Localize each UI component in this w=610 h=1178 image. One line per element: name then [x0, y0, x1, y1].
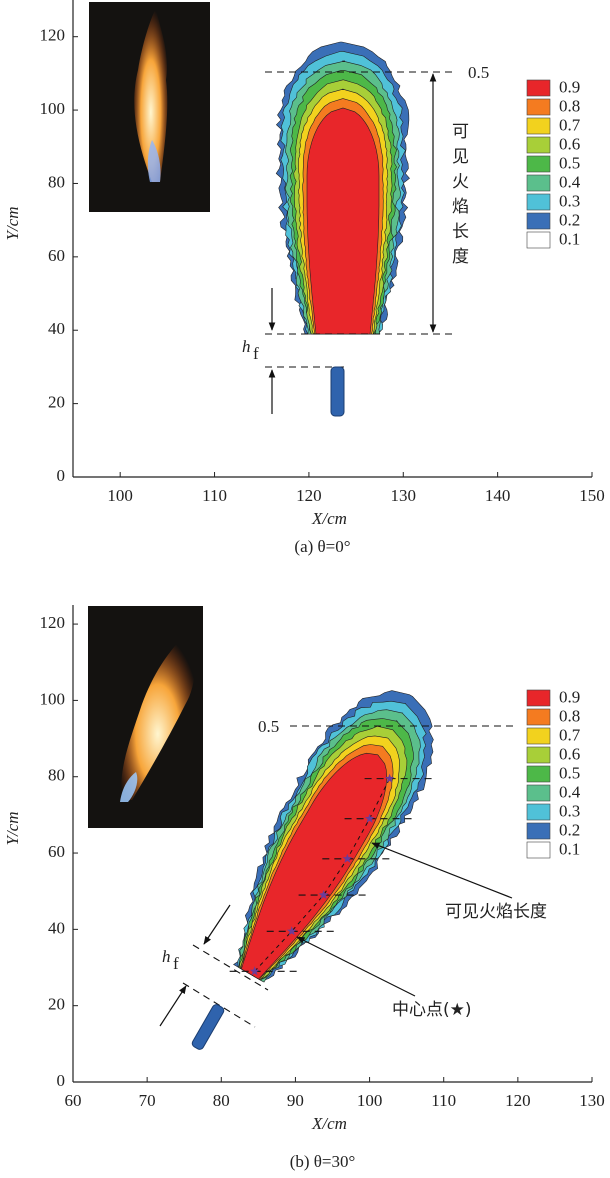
- arrow: [371, 842, 513, 899]
- colorbar-box: [526, 822, 551, 840]
- y-tick-label: 100: [40, 99, 66, 118]
- length-label: 可见火焰长度: [445, 902, 547, 922]
- x-axis-label: X/cm: [311, 509, 347, 528]
- colorbar-box: [526, 174, 551, 192]
- center-point: [318, 890, 329, 900]
- y-tick-label: 40: [48, 319, 65, 338]
- hf-subscript: f: [173, 954, 179, 973]
- x-tick-label: 130: [391, 486, 417, 505]
- contour-band: [306, 107, 380, 335]
- dashed-line: [192, 944, 269, 991]
- x-tick-label: 120: [505, 1091, 531, 1110]
- caption: (b) θ=30°: [290, 1152, 356, 1171]
- colorbar-box: [526, 784, 551, 802]
- y-tick-label: 0: [57, 1071, 66, 1090]
- colorbar-box: [526, 803, 551, 821]
- colorbar-label: 0.3: [559, 191, 580, 210]
- colorbar-box: [526, 117, 551, 135]
- y-tick-label: 120: [40, 26, 66, 45]
- hf-label: h: [242, 337, 251, 356]
- length-label: 可见火焰长度: [448, 122, 469, 272]
- center-point: [287, 926, 297, 936]
- contour-label: 0.5: [468, 63, 489, 82]
- colorbar-label: 0.5: [559, 153, 580, 172]
- x-tick-label: 90: [287, 1091, 304, 1110]
- colorbar-box: [526, 136, 551, 154]
- photo-a: [89, 2, 210, 212]
- colorbar-label: 0.7: [559, 115, 581, 134]
- x-tick-label: 110: [202, 486, 227, 505]
- colorbar-label: 0.9: [559, 77, 580, 96]
- arrow: [296, 936, 416, 997]
- colorbar-label: 0.4: [559, 172, 581, 191]
- x-tick-label: 100: [107, 486, 133, 505]
- x-tick-label: 130: [579, 1091, 605, 1110]
- colorbar-label: 0.6: [559, 134, 580, 153]
- hf-subscript: f: [253, 344, 259, 363]
- burner: [330, 366, 345, 417]
- y-tick-label: 0: [57, 466, 66, 485]
- y-tick-label: 40: [48, 918, 65, 937]
- center-point: [249, 966, 260, 976]
- colorbar-label: 0.2: [559, 210, 580, 229]
- colorbar-box: [526, 708, 551, 726]
- contour-band: [241, 752, 387, 980]
- photo-b: [88, 606, 203, 828]
- x-tick-label: 150: [579, 486, 605, 505]
- y-tick-label: 20: [48, 995, 65, 1014]
- colorbar-box: [526, 727, 551, 745]
- x-tick-label: 70: [139, 1091, 156, 1110]
- caption: (a) θ=0°: [294, 537, 350, 556]
- contour-label: 0.5: [258, 717, 279, 736]
- colorbar-box: [526, 98, 551, 116]
- x-tick-label: 60: [65, 1091, 82, 1110]
- colorbar-box: [526, 231, 551, 249]
- x-tick-label: 80: [213, 1091, 230, 1110]
- y-tick-label: 100: [40, 689, 66, 708]
- dashed-line: [182, 982, 256, 1028]
- y-tick-label: 80: [48, 766, 65, 785]
- colorbar-label: 0.8: [559, 96, 580, 115]
- colorbar-box: [526, 193, 551, 211]
- x-tick-label: 110: [431, 1091, 456, 1110]
- x-axis-label: X/cm: [311, 1114, 347, 1133]
- center-point: [384, 773, 395, 783]
- colorbar-box: [526, 841, 551, 859]
- arrow: [203, 904, 231, 945]
- colorbar-label: 0.6: [559, 744, 580, 763]
- x-tick-label: 100: [357, 1091, 383, 1110]
- colorbar-box: [526, 689, 551, 707]
- colorbar-box: [526, 212, 551, 230]
- colorbar-box: [526, 746, 551, 764]
- y-axis-label: Y/cm: [3, 812, 22, 846]
- y-tick-label: 60: [48, 842, 65, 861]
- y-tick-label: 80: [48, 172, 65, 191]
- colorbar-label: 0.4: [559, 782, 581, 801]
- colorbar-label: 0.3: [559, 801, 580, 820]
- colorbar-label: 0.9: [559, 687, 580, 706]
- colorbar-label: 0.1: [559, 229, 580, 248]
- colorbar-label: 0.1: [559, 839, 580, 858]
- colorbar-box: [526, 765, 551, 783]
- x-tick-label: 120: [296, 486, 322, 505]
- burner: [191, 1004, 225, 1050]
- arrow: [159, 985, 187, 1027]
- center-point: [342, 853, 353, 863]
- y-tick-label: 120: [40, 613, 66, 632]
- center-point: [364, 813, 375, 823]
- y-axis-label: Y/cm: [3, 207, 22, 241]
- colorbar-box: [526, 79, 551, 97]
- colorbar-label: 0.7: [559, 725, 581, 744]
- colorbar-label: 0.2: [559, 820, 580, 839]
- y-tick-label: 20: [48, 393, 65, 412]
- hf-label: h: [162, 947, 171, 966]
- colorbar-label: 0.8: [559, 706, 580, 725]
- x-tick-label: 140: [485, 486, 511, 505]
- colorbar-box: [526, 155, 551, 173]
- series-label: 中心点(★): [392, 1000, 472, 1020]
- y-tick-label: 60: [48, 246, 65, 265]
- colorbar-label: 0.5: [559, 763, 580, 782]
